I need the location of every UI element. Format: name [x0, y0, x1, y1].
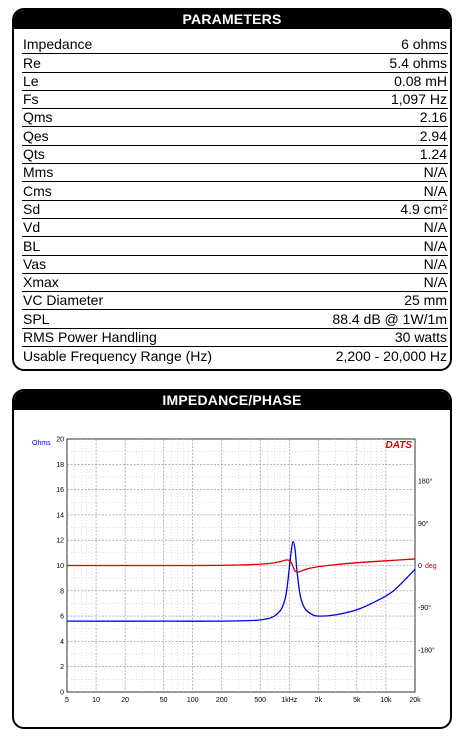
y-tick-label: 10	[56, 563, 64, 570]
param-name: Xmax	[23, 274, 59, 291]
deg-axis-label: deg	[425, 563, 437, 570]
param-value: 4.9 cm²	[400, 200, 447, 217]
param-name: VC Diameter	[23, 292, 104, 309]
dats-logo: DATS	[386, 440, 413, 451]
param-row: Xmax N/A	[22, 274, 448, 293]
param-name: Qts	[23, 146, 45, 163]
parameters-panel: PARAMETERS Impedance 6 ohms Re 5.4 ohms Le 0.…	[12, 8, 452, 371]
param-value: 6 ohms	[401, 36, 447, 53]
x-tick-label: 10	[92, 697, 100, 704]
param-value: 25 mm	[404, 292, 447, 309]
param-value: N/A	[423, 237, 447, 254]
param-value: N/A	[423, 219, 447, 236]
param-name: Sd	[23, 200, 41, 217]
impedance-phase-panel: IMPEDANCE/PHASE 5 10 20 50 100 200 500 1kHz 2k 5k…	[12, 389, 452, 729]
param-row: RMS Power Handling 30 watts	[22, 329, 448, 348]
y-tick-label: 2	[60, 664, 64, 671]
param-name: Le	[23, 72, 39, 89]
y-tick-label: 16	[56, 487, 64, 494]
param-row: Usable Frequency Range (Hz) 2,200 - 20,00…	[22, 347, 448, 365]
y2-tick-label: 180°	[418, 478, 433, 486]
param-row: Re 5.4 ohms	[22, 54, 448, 73]
param-name: Vas	[23, 255, 47, 272]
param-row: BL N/A	[22, 237, 448, 256]
param-name: Cms	[23, 182, 52, 199]
param-name: Re	[23, 54, 41, 71]
y-tick-label: 0	[60, 690, 64, 697]
param-value: 1,097 Hz	[390, 91, 447, 108]
param-value: 30 watts	[394, 329, 447, 346]
y2-tick-label: -180°	[418, 646, 435, 654]
parameters-table: Impedance 6 ohms Re 5.4 ohms Le 0.08 mH Fs 1,09…	[22, 36, 448, 365]
param-row: SPL 88.4 dB @ 1W/1m	[22, 310, 448, 329]
param-name: Qms	[23, 109, 53, 126]
param-row: VC Diameter 25 mm	[22, 292, 448, 311]
param-name: RMS Power Handling	[23, 329, 157, 346]
y-tick-label: 12	[56, 538, 64, 545]
param-name: Usable Frequency Range (Hz)	[23, 348, 213, 365]
param-row: Qts 1.24	[22, 146, 448, 165]
x-tick-label: 20k	[409, 697, 421, 704]
param-value: 0.08 mH	[394, 72, 447, 89]
param-value: N/A	[423, 182, 447, 199]
y-tick-label: 8	[60, 588, 64, 595]
y-tick-label: 18	[56, 462, 64, 469]
parameters-title: PARAMETERS	[14, 10, 450, 29]
x-tick-label: 500	[254, 697, 266, 704]
param-value: N/A	[423, 255, 447, 272]
param-value: 2,200 - 20,000 Hz	[335, 348, 447, 365]
param-value: 88.4 dB @ 1W/1m	[332, 310, 447, 327]
param-name: Impedance	[23, 36, 93, 53]
param-value: N/A	[423, 164, 447, 181]
y2-tick-label: 0	[418, 563, 422, 570]
x-tick-label: 1kHz	[281, 697, 297, 704]
param-value: 2.16	[419, 109, 447, 126]
param-value: N/A	[423, 274, 447, 291]
param-row: Fs 1,097 Hz	[22, 91, 448, 110]
param-row: Le 0.08 mH	[22, 73, 448, 91]
param-name: Qes	[23, 127, 49, 144]
param-row: Vas N/A	[22, 256, 448, 274]
param-name: Fs	[23, 91, 39, 108]
y-tick-label: 4	[60, 639, 64, 646]
param-row: Mms N/A	[22, 164, 448, 183]
x-tick-label: 10k	[380, 697, 392, 704]
phase-series-line	[66, 558, 416, 573]
y2-tick-label: 90°	[418, 520, 429, 528]
param-value: 1.24	[419, 146, 447, 163]
impedance-phase-title: IMPEDANCE/PHASE	[14, 391, 450, 410]
param-name: Vd	[23, 219, 41, 236]
ohms-axis-label: Ohms	[32, 440, 51, 447]
y-tick-label: 6	[60, 614, 64, 621]
x-tick-label: 5k	[353, 697, 361, 704]
param-row: Cms N/A	[22, 182, 448, 201]
impedance-phase-chart: 5 10 20 50 100 200 500 1kHz 2k 5k 10k 20k0246810121…	[32, 437, 437, 705]
x-tick-label: 50	[160, 697, 168, 704]
x-tick-label: 20	[121, 697, 129, 704]
y-tick-label: 20	[56, 437, 64, 444]
param-value: 2.94	[419, 127, 447, 144]
impedance-series-line	[66, 540, 416, 622]
x-tick-label: 2k	[315, 697, 323, 704]
param-row: Sd 4.9 cm²	[22, 201, 448, 219]
param-row: Qes 2.94	[22, 127, 448, 146]
param-row: Qms 2.16	[22, 109, 448, 128]
param-name: SPL	[23, 310, 50, 327]
x-tick-label: 5	[65, 697, 69, 704]
param-name: Mms	[23, 164, 54, 181]
param-row: Vd N/A	[22, 219, 448, 238]
param-value: 5.4 ohms	[389, 54, 447, 71]
param-name: BL	[23, 237, 41, 254]
x-tick-label: 100	[187, 697, 199, 704]
x-tick-label: 200	[216, 697, 228, 704]
y-tick-label: 14	[56, 512, 64, 519]
param-row: Impedance 6 ohms	[22, 36, 448, 55]
y2-tick-label: -90°	[418, 604, 431, 612]
